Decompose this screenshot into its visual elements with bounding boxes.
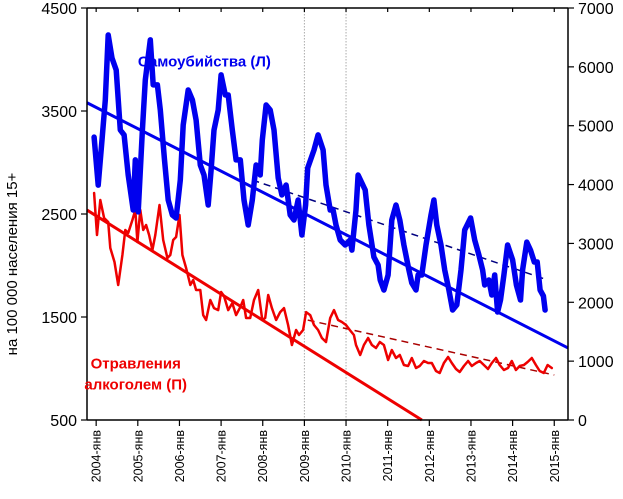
x-tick-label: 2014-янв	[506, 430, 520, 483]
right-tick-label: 3000	[578, 236, 614, 253]
blue-trend-dashed	[252, 179, 548, 281]
right-tick-label: 7000	[578, 1, 614, 18]
right-tick-label: 2000	[578, 295, 614, 312]
vertical-reference-lines	[303, 8, 347, 420]
right-tick-label: 4000	[578, 178, 614, 195]
annotation-suicides: Самоубийства (Л)	[138, 54, 271, 71]
right-axis-ticks: 7000 6000 5000 4000 3000 2000 1000 0	[568, 1, 614, 430]
x-tick-label: 2006-янв	[173, 430, 187, 483]
left-tick-label: 1500	[41, 310, 77, 327]
x-tick-label: 2010-янв	[340, 430, 354, 483]
annotations: Самоубийства (Л) Отравления алкоголем (П…	[84, 54, 271, 394]
x-tick-label: 2009-янв	[298, 430, 312, 483]
right-tick-label: 0	[578, 413, 587, 430]
left-tick-label: 500	[50, 413, 77, 430]
x-axis-ticks: 2004-янв 2005-янв 2006-янв 2007-янв 2008-янв…	[90, 8, 562, 482]
left-axis-ticks: 4500 3500 2500 1500 500	[41, 1, 87, 430]
left-tick-label: 4500	[41, 1, 77, 18]
series-lines	[91, 32, 554, 375]
axes	[86, 7, 569, 421]
x-tick-label: 2008-янв	[256, 430, 270, 483]
left-tick-label: 3500	[41, 104, 77, 121]
right-tick-label: 6000	[578, 60, 614, 77]
series-line-suicides	[91, 32, 548, 315]
x-tick-label: 2013-янв	[464, 430, 478, 483]
x-tick-label: 2011-янв	[381, 430, 395, 482]
x-tick-label: 2004-янв	[90, 430, 104, 483]
annotation-alcohol-line2: алкоголем (П)	[84, 377, 187, 394]
left-tick-label: 2500	[41, 207, 77, 224]
right-tick-label: 1000	[578, 354, 614, 371]
blue-trend-solid	[86, 101, 569, 350]
x-tick-label: 2005-янв	[131, 430, 145, 483]
series-line-alcohol-poisoning	[92, 191, 554, 375]
y-axis-label-left: на 100 000 населения 15+	[4, 172, 21, 355]
x-tick-label: 2007-янв	[215, 430, 229, 483]
x-tick-label: 2015-янв	[548, 430, 562, 483]
red-trend-solid	[86, 208, 423, 422]
x-tick-label: 2012-янв	[423, 430, 437, 483]
right-tick-label: 5000	[578, 119, 614, 136]
annotation-alcohol-line1: Отравления	[91, 356, 181, 373]
